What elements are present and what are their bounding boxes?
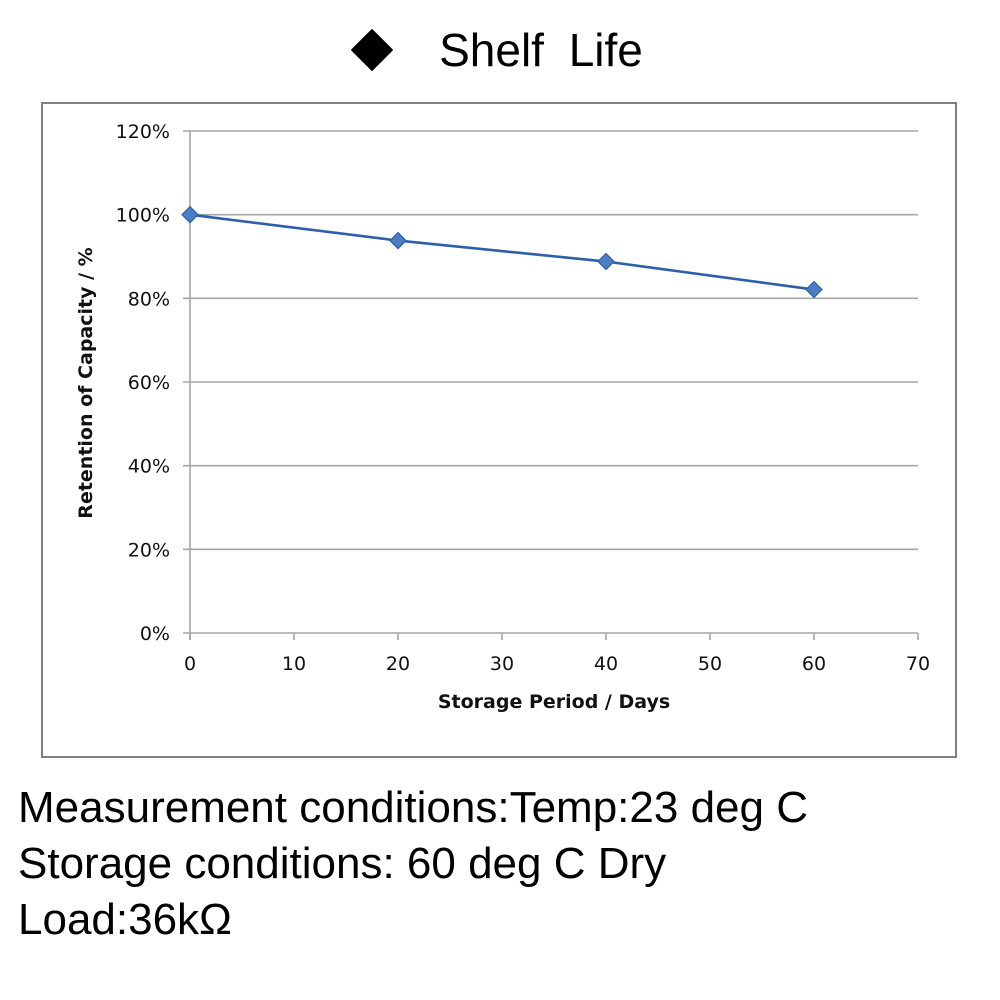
measurement-conditions: Measurement conditions:Temp:23 deg C [18,783,808,832]
axes [189,131,919,640]
y-axis-label: Retention of Capacity / % [75,247,97,518]
chart-title: Shelf Life [0,18,1000,82]
series [181,205,823,299]
x-tick-label: 50 [698,653,722,675]
y-tick-label: 40% [128,456,170,478]
x-tick-label: 10 [282,653,306,675]
x-tick-labels: 0 10 20 30 40 50 60 70 [184,653,930,675]
storage-conditions: Storage conditions: 60 deg C Dry [18,839,667,888]
y-tick-label: 0% [140,623,170,645]
y-tick-label: 80% [128,288,170,310]
x-tick-label: 40 [594,653,618,675]
data-point-marker [597,252,615,271]
x-tick-label: 20 [386,653,410,675]
x-axis-label: Storage Period / Days [438,691,670,713]
load-condition: Load:36kΩ [18,895,232,944]
x-tick-label: 60 [802,653,826,675]
x-tick-label: 0 [184,653,196,675]
grid-lines [183,130,918,634]
chart-title-text: Shelf Life [439,24,643,76]
y-tick-label: 60% [128,372,170,394]
y-tick-labels: 0% 20% 40% 60% 80% 100% 120% [116,121,170,645]
data-point-marker [181,205,199,224]
conditions-notes: Measurement conditions:Temp:23 deg C Sto… [18,780,808,948]
x-tick-label: 70 [906,653,930,675]
data-point-marker [805,280,823,299]
data-point-marker [389,231,407,250]
y-tick-label: 20% [128,539,170,561]
series-line [189,213,815,291]
x-tick-label: 30 [490,653,514,675]
y-tick-label: 100% [116,205,170,227]
y-tick-label: 120% [116,121,170,143]
